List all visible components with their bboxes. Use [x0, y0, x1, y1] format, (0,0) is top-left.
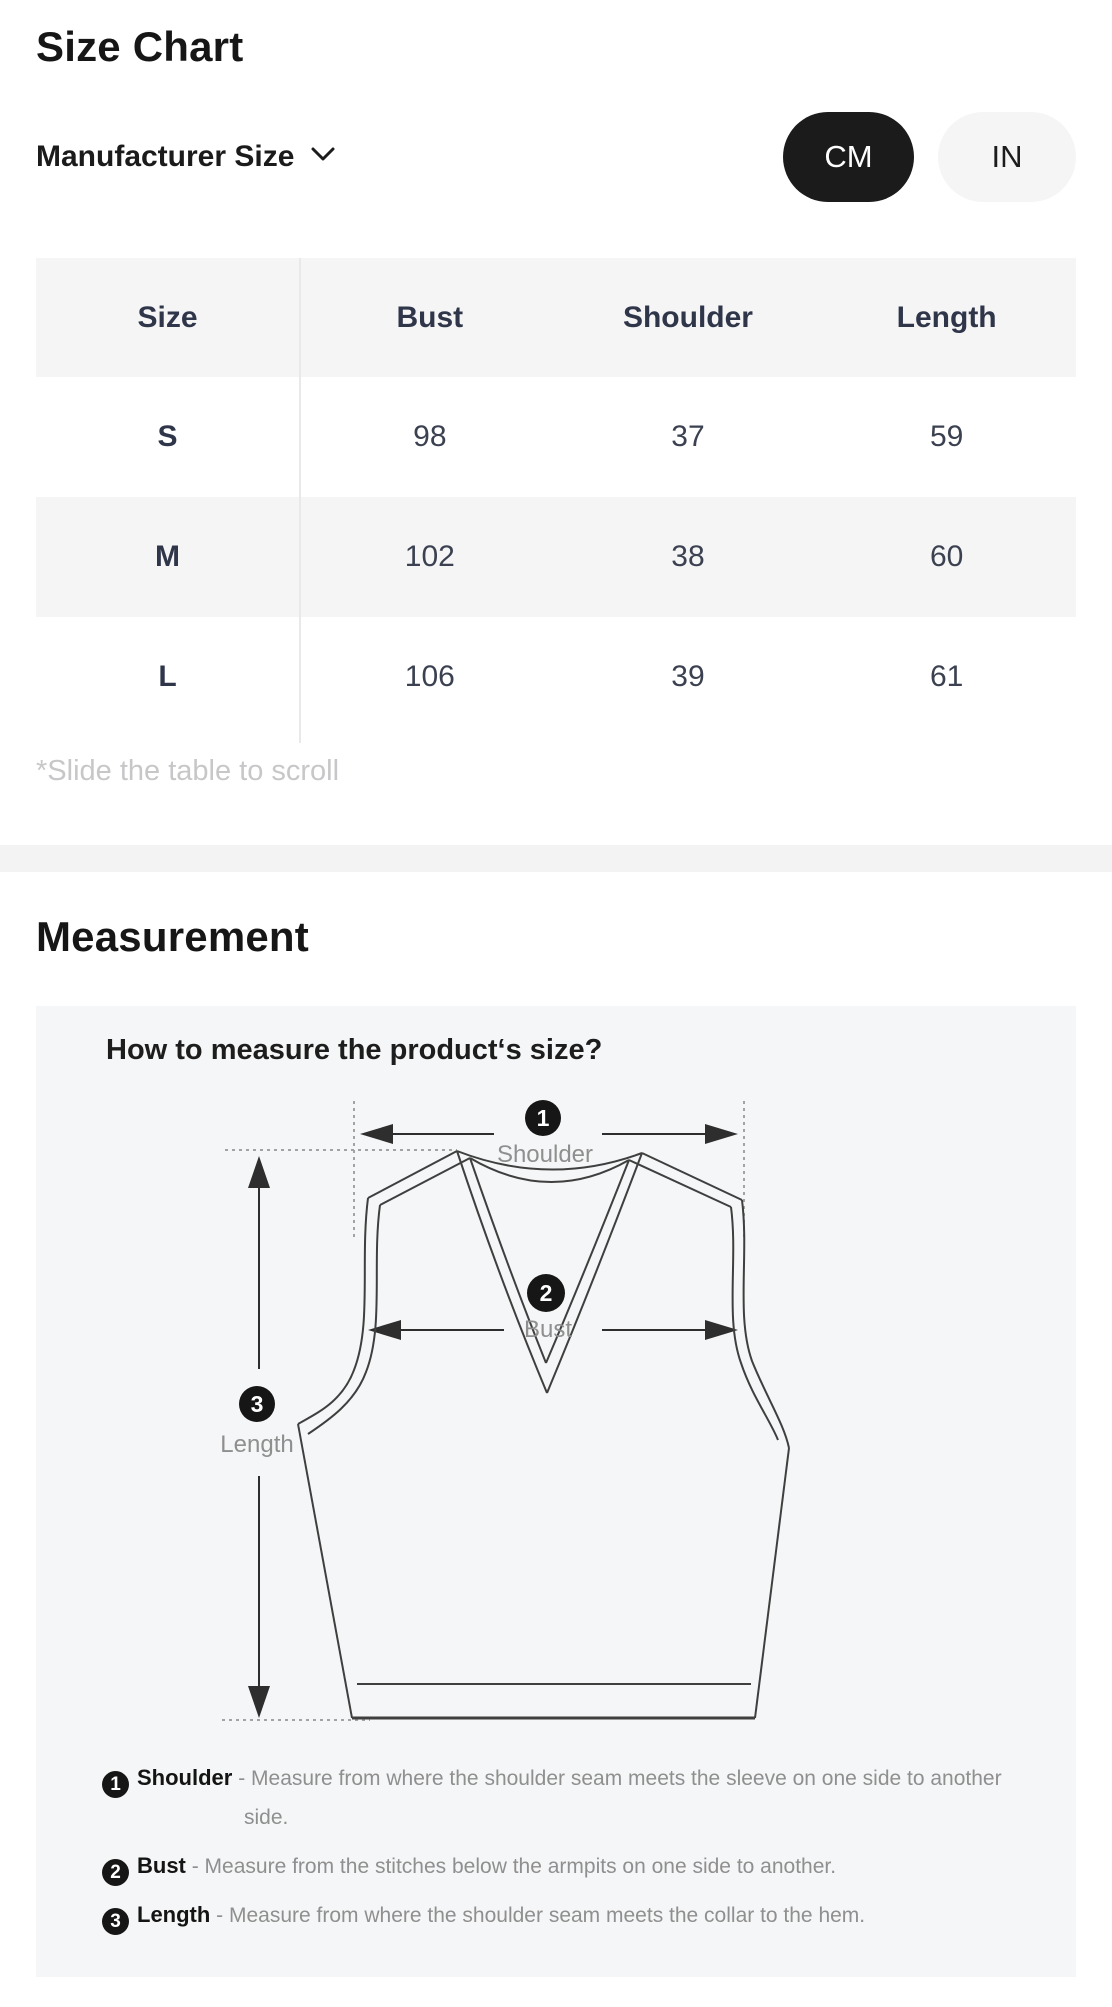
note-3-badge-icon: 3 [102, 1908, 129, 1936]
length-badge: 3 Length [220, 1386, 294, 1458]
table-row: S 98 37 59 [36, 377, 1076, 498]
length-cell: 60 [929, 540, 964, 574]
column-divider-tail [299, 729, 301, 744]
note-length: 3 Length - Measure from where the shoulde… [102, 1895, 1050, 1936]
bust-arrow [368, 1320, 738, 1341]
svg-text:3: 3 [251, 1391, 264, 1417]
how-to-measure-question: How to measure the product‘s size? [106, 1034, 603, 1067]
size-table-body: S 98 37 59 M 102 38 60 L 106 39 61 [36, 377, 1076, 738]
size-cell: S [36, 377, 301, 498]
manufacturer-size-label: Manufacturer Size [36, 140, 295, 174]
size-table-wrap[interactable]: Size Bust Shoulder Length S 98 37 59 M 102 38 60 L 1… [36, 258, 1076, 744]
note-2-badge-icon: 2 [102, 1859, 129, 1887]
guide-lines [222, 1101, 745, 1722]
column-header-length: Length [817, 258, 1076, 378]
note-bust: 2 Bust - Measure from the stitches below … [102, 1846, 1050, 1887]
unit-toggle: CM IN [783, 112, 1076, 203]
measurement-panel: How to measure the product‘s size? [36, 1006, 1076, 1978]
length-diagram-label: Length [220, 1431, 293, 1458]
svg-text:2: 2 [540, 1280, 553, 1306]
length-cell: 59 [929, 420, 964, 454]
column-header-shoulder: Shoulder [558, 258, 818, 378]
unit-toggle-in-button[interactable]: IN [938, 112, 1076, 203]
measurement-notes: 1 Shoulder - Measure from where the shoul… [102, 1758, 1050, 1944]
shoulder-cell: 37 [671, 420, 705, 454]
length-arrow [248, 1156, 270, 1719]
size-table: Size Bust Shoulder Length S 98 37 59 M 102 38 60 L 1… [36, 258, 1076, 738]
size-chart-section: Size Chart Manufacturer Size CM IN Size B… [0, 23, 1112, 789]
manufacturer-size-dropdown[interactable]: Manufacturer Size [36, 140, 336, 174]
table-row: M 102 38 60 [36, 497, 1076, 618]
measurement-title: Measurement [36, 913, 309, 961]
section-divider-band [0, 845, 1112, 873]
column-header-bust: Bust [300, 258, 559, 378]
note-shoulder: 1 Shoulder - Measure from where the shoul… [102, 1758, 1050, 1837]
size-chart-title: Size Chart [36, 23, 244, 70]
size-cell: M [36, 497, 301, 618]
shoulder-badge: 1 Shoulder [497, 1100, 593, 1168]
chevron-down-icon [310, 146, 336, 168]
bust-cell: 102 [404, 540, 455, 574]
unit-toggle-cm-button[interactable]: CM [783, 112, 914, 203]
shoulder-cell: 39 [671, 660, 705, 694]
svg-text:1: 1 [537, 1105, 550, 1131]
table-header-row: Size Bust Shoulder Length [36, 258, 1076, 378]
bust-badge: 2 Bust [524, 1274, 572, 1343]
note-1-badge-icon: 1 [102, 1771, 129, 1799]
vest-measurement-diagram: 1 Shoulder 2 Bust 3 Length [220, 1100, 790, 1722]
bust-cell: 106 [404, 660, 455, 694]
scroll-hint: *Slide the table to scroll [36, 755, 340, 788]
size-chart-controls: Manufacturer Size CM IN [36, 112, 1076, 203]
vest-outline [297, 1150, 790, 1720]
shoulder-diagram-label: Shoulder [497, 1141, 593, 1168]
table-row: L 106 39 61 [36, 617, 1076, 738]
shoulder-cell: 38 [671, 540, 705, 574]
bust-cell: 98 [413, 420, 447, 454]
length-cell: 61 [929, 660, 964, 694]
column-header-size: Size [36, 258, 301, 378]
shoulder-arrow [360, 1124, 738, 1145]
size-cell: L [36, 617, 301, 738]
bust-diagram-label: Bust [524, 1316, 572, 1343]
